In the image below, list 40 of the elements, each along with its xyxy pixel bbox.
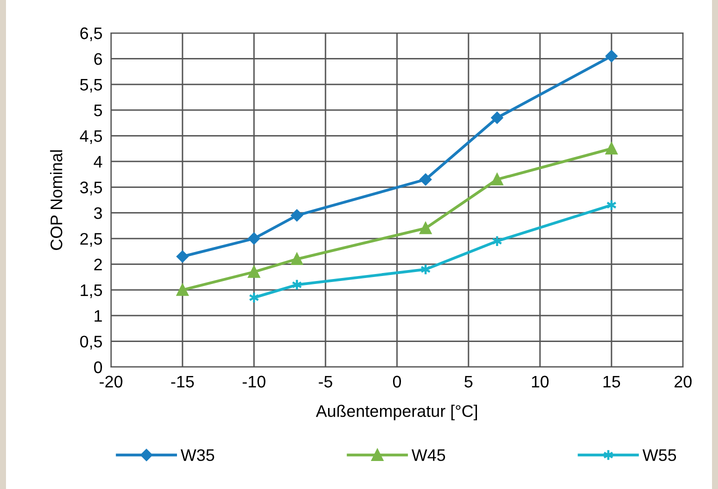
x-tick-label: 10 — [532, 376, 549, 388]
y-tick-label: 2 — [94, 258, 102, 270]
x-tick-label: 0 — [393, 376, 401, 388]
y-tick-label: 2,5 — [80, 232, 102, 247]
point — [491, 174, 504, 186]
y-tick-label: 0 — [94, 361, 102, 374]
x-tick-label: -20 — [100, 376, 122, 388]
point — [176, 284, 188, 296]
point — [248, 266, 260, 278]
point — [248, 232, 260, 244]
point — [420, 173, 432, 186]
x-axis-title: Außentemperatur [°C] — [316, 404, 477, 420]
y-tick-label: 5,5 — [80, 78, 102, 93]
y-tick-label: 4,5 — [80, 130, 102, 144]
y-tick-label: 3 — [94, 207, 102, 220]
point — [290, 209, 303, 222]
y-tick-label: 0,5 — [80, 336, 102, 350]
point — [491, 112, 504, 124]
x-tick-label: -10 — [242, 376, 266, 388]
point — [176, 250, 188, 262]
y-tick-label: 1,5 — [80, 284, 102, 298]
point — [606, 50, 618, 62]
y-axis-title: COP Nominal — [50, 150, 62, 250]
x-tick-label: 5 — [464, 376, 472, 388]
x-tick-label: 15 — [604, 376, 620, 388]
x-tick-label: -15 — [171, 376, 194, 388]
y-tick-label: 6 — [94, 53, 102, 65]
y-tick-label: 1 — [94, 310, 102, 322]
x-tick-label: -5 — [318, 376, 332, 388]
point — [420, 222, 432, 234]
x-tick-label: 20 — [674, 376, 692, 388]
point — [290, 253, 303, 265]
legend-label: W35 — [180, 449, 214, 462]
y-tick-label: 3,5 — [80, 182, 102, 196]
y-tick-label: 6,5 — [80, 27, 102, 42]
legend-label: W55 — [642, 449, 676, 462]
legend-label: W45 — [412, 449, 446, 462]
y-tick-label: 4 — [94, 156, 102, 168]
point — [606, 142, 618, 155]
y-tick-label: 5 — [94, 104, 102, 116]
